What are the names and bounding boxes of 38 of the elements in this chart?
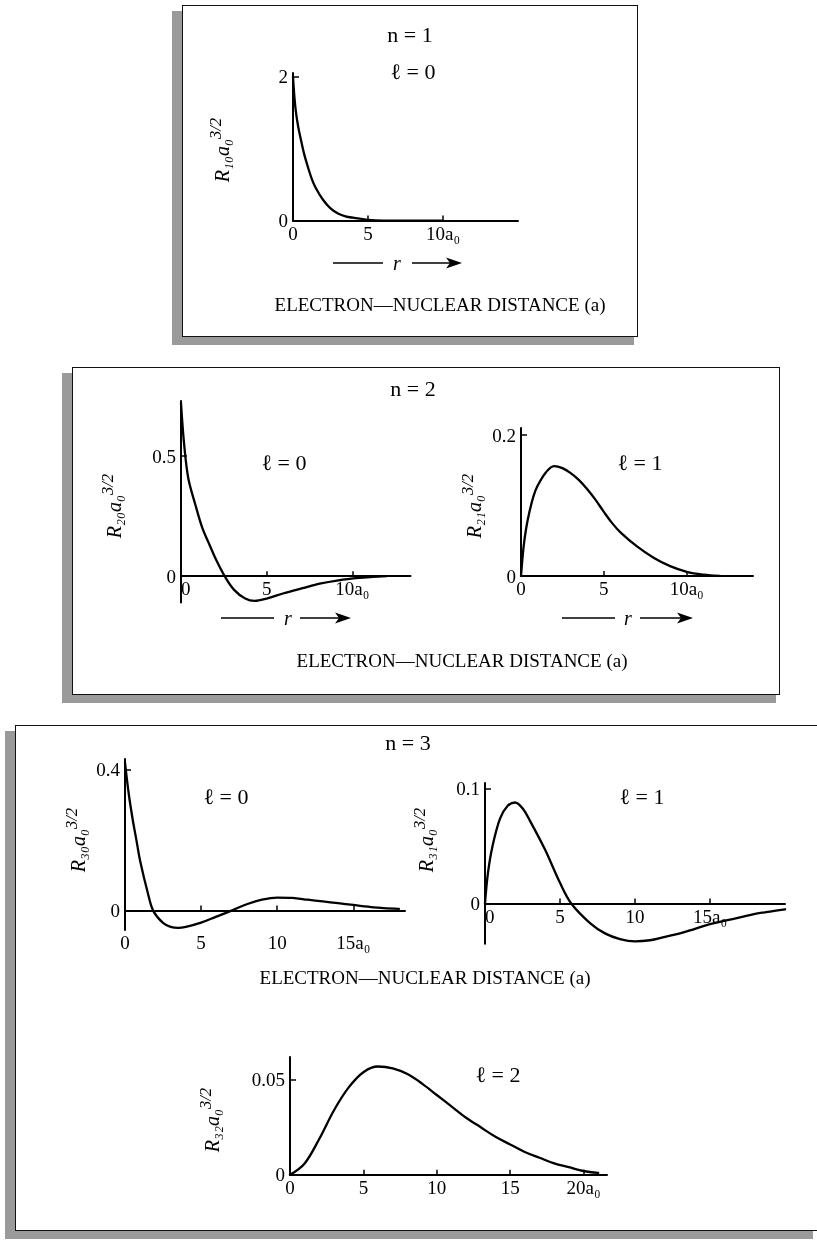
y-tick-label: 0.2 [492,424,516,446]
x-tick-label: 10a₀ [334,578,369,599]
x-tick-label: 15a₀ [336,932,371,954]
x-tick-label: 0 [485,905,495,927]
annotation: n = 2 [390,376,436,402]
text: ℓ = 1 [617,450,663,476]
chart-title: ℓ = 1 [619,784,665,810]
x-tick-label: 10 [427,1176,447,1198]
y-tick-label: 0.1 [456,778,480,800]
text: ELECTRON—NUCLEAR DISTANCE (a) [296,650,628,672]
x-tick-label: 15 [500,1176,520,1198]
text: ELECTRON—NUCLEAR DISTANCE (a) [259,967,591,989]
x-tick-label: 10 [267,932,287,954]
x-tick-label: 10 [625,905,645,927]
x-axis-title: r [284,606,292,629]
y-tick-label: 0.5 [151,445,176,467]
x-tick-label: 5 [555,905,565,927]
text: ℓ = 0 [203,784,249,810]
x-tick-label: 20a₀ [566,1176,601,1198]
chart-title: ℓ = 2 [475,1062,521,1088]
x-axis-title: r [393,251,401,274]
x-tick-label: 5 [358,1176,369,1198]
text: n = 1 [387,22,433,48]
text: ELECTRON—NUCLEAR DISTANCE (a) [274,294,606,316]
x-tick-label: 10a₀ [425,222,461,244]
chart-title: ℓ = 0 [390,59,436,85]
text: n = 3 [385,730,431,756]
x-axis-title: r [624,606,632,629]
x-tick-label: 5 [363,222,373,244]
x-tick-label: 5 [599,578,609,599]
y-tick-label: 0.4 [96,759,121,781]
x-tick-label: 0 [180,578,190,599]
y-tick-label: 2 [278,66,288,88]
y-tick-label: 0.05 [251,1069,285,1091]
x-tick-label: 5 [196,932,206,954]
x-tick-label: 5 [261,578,271,599]
x-tick-label: 10a₀ [669,578,704,599]
text: ℓ = 0 [261,450,307,476]
